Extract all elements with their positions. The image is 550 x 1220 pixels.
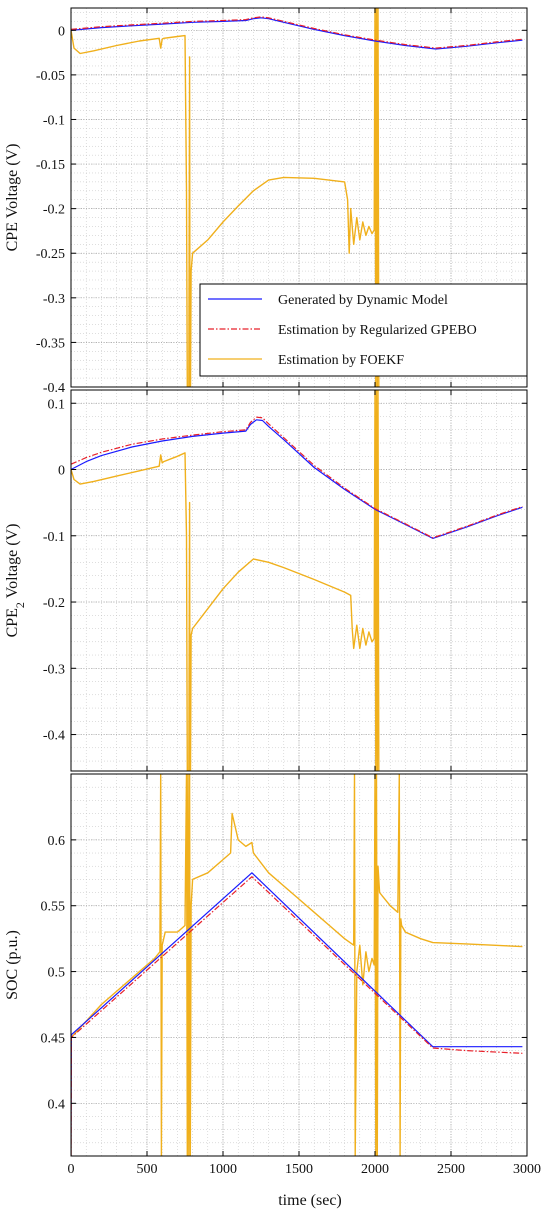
y-tick-label: 0.55	[41, 900, 66, 915]
series-line-dynamic	[71, 872, 523, 1156]
legend-label-foekf: Estimation by FOEKF	[278, 353, 404, 368]
y-tick-label: 0	[58, 464, 65, 479]
y-tick-label: -0.3	[43, 292, 65, 307]
legend-label-dynamic: Generated by Dynamic Model	[278, 293, 448, 308]
y-tick-label: -0.1	[43, 530, 65, 545]
legend-label-gpebo: Estimation by Regularized GPEBO	[278, 323, 477, 338]
series-line-gpebo	[71, 416, 523, 539]
y-tick-label: -0.4	[43, 729, 65, 744]
legend: Generated by Dynamic Model Estimation by …	[199, 283, 528, 377]
series-line-dynamic	[71, 17, 523, 50]
y-tick-label: -0.35	[36, 336, 65, 351]
y-tick-label: -0.25	[36, 247, 65, 262]
y-tick-label: -0.2	[43, 596, 65, 611]
tick-group: 0 500 1000 1500 2000 2500 3000 0.6 0.55 0.5 0.45 0.…	[41, 774, 541, 1177]
y-tick-label: -0.1	[43, 113, 65, 128]
tick-group: 0.1 0 -0.1 -0.2 -0.3 -0.4	[43, 390, 528, 771]
x-tick-label: 500	[137, 1162, 158, 1177]
series-line-gpebo	[71, 876, 523, 1156]
y-axis-label: CPE2 Voltage (V)	[4, 524, 27, 638]
y-tick-label: -0.3	[43, 662, 65, 677]
series-line-foekf	[71, 390, 380, 771]
panel-3: 0 500 1000 1500 2000 2500 3000 0.6 0.55 0.5 0.45 0.…	[4, 773, 541, 1177]
y-tick-label: 0	[58, 24, 65, 39]
y-tick-label: -0.2	[43, 203, 65, 218]
x-tick-label: 2000	[361, 1162, 389, 1177]
y-tick-label: -0.15	[36, 158, 65, 173]
series-line-foekf	[71, 8, 380, 387]
x-tick-label: 1500	[285, 1162, 313, 1177]
y-tick-label: 0.6	[48, 834, 66, 849]
y-tick-label: -0.4	[43, 381, 65, 396]
panel-2: 0.1 0 -0.1 -0.2 -0.3 -0.4 CPE2 Voltage (V)	[4, 389, 528, 772]
series-group	[71, 8, 523, 387]
x-tick-label: 2500	[437, 1162, 465, 1177]
series-line-dynamic	[71, 419, 523, 540]
series-group	[71, 390, 523, 771]
y-tick-label: 0.5	[48, 966, 66, 981]
x-tick-label: 3000	[513, 1162, 541, 1177]
y-tick-label: -0.05	[36, 69, 65, 84]
panels-layer: 0 -0.05 -0.1 -0.15 -0.2 -0.25 -0.3 -0.35 -0.4 CPE…	[4, 7, 541, 1177]
y-axis-label: CPE Voltage (V)	[4, 144, 21, 252]
tick-group: 0 -0.05 -0.1 -0.15 -0.2 -0.25 -0.3 -0.35 -0.4	[36, 8, 528, 396]
series-line-gpebo	[71, 16, 523, 49]
x-axis-label: time (sec)	[278, 1192, 342, 1209]
y-tick-label: 0.1	[48, 397, 66, 412]
y-axis-label: SOC (p.u.)	[4, 930, 21, 1000]
x-tick-label: 0	[68, 1162, 75, 1177]
series-group	[71, 774, 523, 1156]
series-line-foekf	[71, 774, 523, 1156]
y-tick-label: 0.4	[48, 1097, 66, 1112]
x-tick-label: 1000	[209, 1162, 237, 1177]
y-tick-label: 0.45	[41, 1031, 66, 1046]
